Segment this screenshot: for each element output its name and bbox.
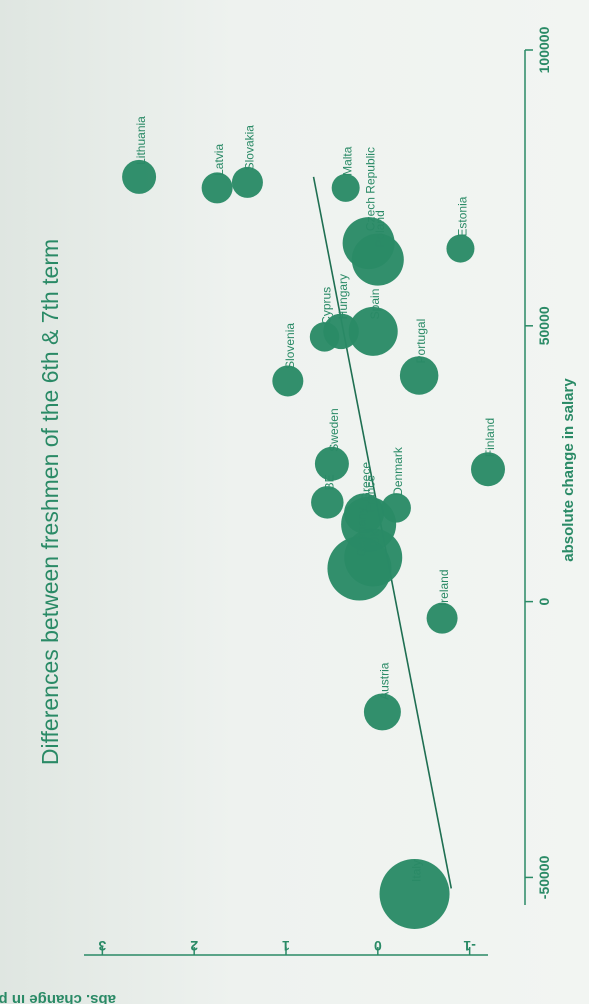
point-label: Poland bbox=[373, 210, 387, 247]
point-label: Cyprus bbox=[320, 287, 334, 325]
data-point bbox=[446, 234, 475, 263]
data-point bbox=[348, 306, 398, 356]
data-point bbox=[311, 486, 344, 519]
x-tick-label: 50000 bbox=[536, 306, 552, 345]
point-label: France bbox=[364, 475, 378, 513]
data-point bbox=[399, 356, 439, 395]
data-point bbox=[122, 159, 157, 194]
point-label: Sweden bbox=[327, 408, 341, 451]
data-point bbox=[272, 365, 304, 397]
point-label: Ireland bbox=[437, 569, 451, 606]
x-ticks: -50000 0 50000 100000 bbox=[525, 26, 552, 899]
point-label: Czech Republic bbox=[364, 147, 378, 231]
point-label: Estonia bbox=[455, 196, 469, 236]
data-point bbox=[379, 858, 450, 929]
data-point bbox=[363, 693, 401, 731]
point-label: Hungary bbox=[336, 274, 350, 319]
data-point bbox=[381, 493, 411, 523]
chart-title: Differences between freshmen of the 6th … bbox=[37, 239, 63, 765]
y-tick-label: 2 bbox=[190, 938, 198, 954]
data-point bbox=[351, 233, 404, 286]
point-label: Malta bbox=[341, 146, 355, 176]
point-label: Denmark bbox=[391, 446, 405, 496]
point-labels: Lithuania Latvia Slovakia Malta Czech Republ… bbox=[134, 116, 497, 882]
point-label: Greece bbox=[359, 462, 373, 502]
point-label: Latvia bbox=[212, 144, 226, 176]
x-tick-label: -50000 bbox=[536, 855, 552, 899]
data-points bbox=[122, 159, 505, 929]
point-label: Slovakia bbox=[242, 125, 256, 171]
point-label: Portugal bbox=[414, 319, 428, 364]
data-point bbox=[426, 602, 458, 634]
point-label: Lithuania bbox=[134, 116, 148, 165]
y-axis-label: abs. change in political experience bbox=[0, 991, 116, 1004]
y-ticks: -1 0 1 2 3 bbox=[98, 938, 476, 955]
x-axis-label: absolute change in salary bbox=[560, 378, 577, 562]
y-tick-label: 1 bbox=[282, 938, 290, 954]
y-tick-label: 0 bbox=[374, 938, 382, 954]
data-point bbox=[314, 446, 349, 481]
y-tick-label: -1 bbox=[463, 938, 476, 954]
data-point bbox=[471, 452, 505, 487]
point-label: Spain bbox=[368, 289, 382, 320]
data-point bbox=[201, 172, 233, 204]
x-tick-label: 0 bbox=[536, 598, 552, 606]
point-label: Finland bbox=[483, 418, 497, 457]
data-point bbox=[231, 166, 263, 198]
point-label: UK bbox=[368, 529, 382, 546]
point-label: Austria bbox=[377, 662, 391, 700]
point-label: Germany bbox=[354, 507, 368, 556]
data-point bbox=[327, 536, 392, 601]
data-point bbox=[323, 313, 359, 350]
data-point bbox=[331, 173, 360, 202]
point-label: BE bbox=[322, 474, 336, 490]
y-tick-label: 3 bbox=[98, 938, 106, 954]
x-tick-label: 100000 bbox=[536, 26, 552, 73]
point-label: Slovenia bbox=[283, 323, 297, 369]
point-label: Italy bbox=[410, 860, 424, 882]
